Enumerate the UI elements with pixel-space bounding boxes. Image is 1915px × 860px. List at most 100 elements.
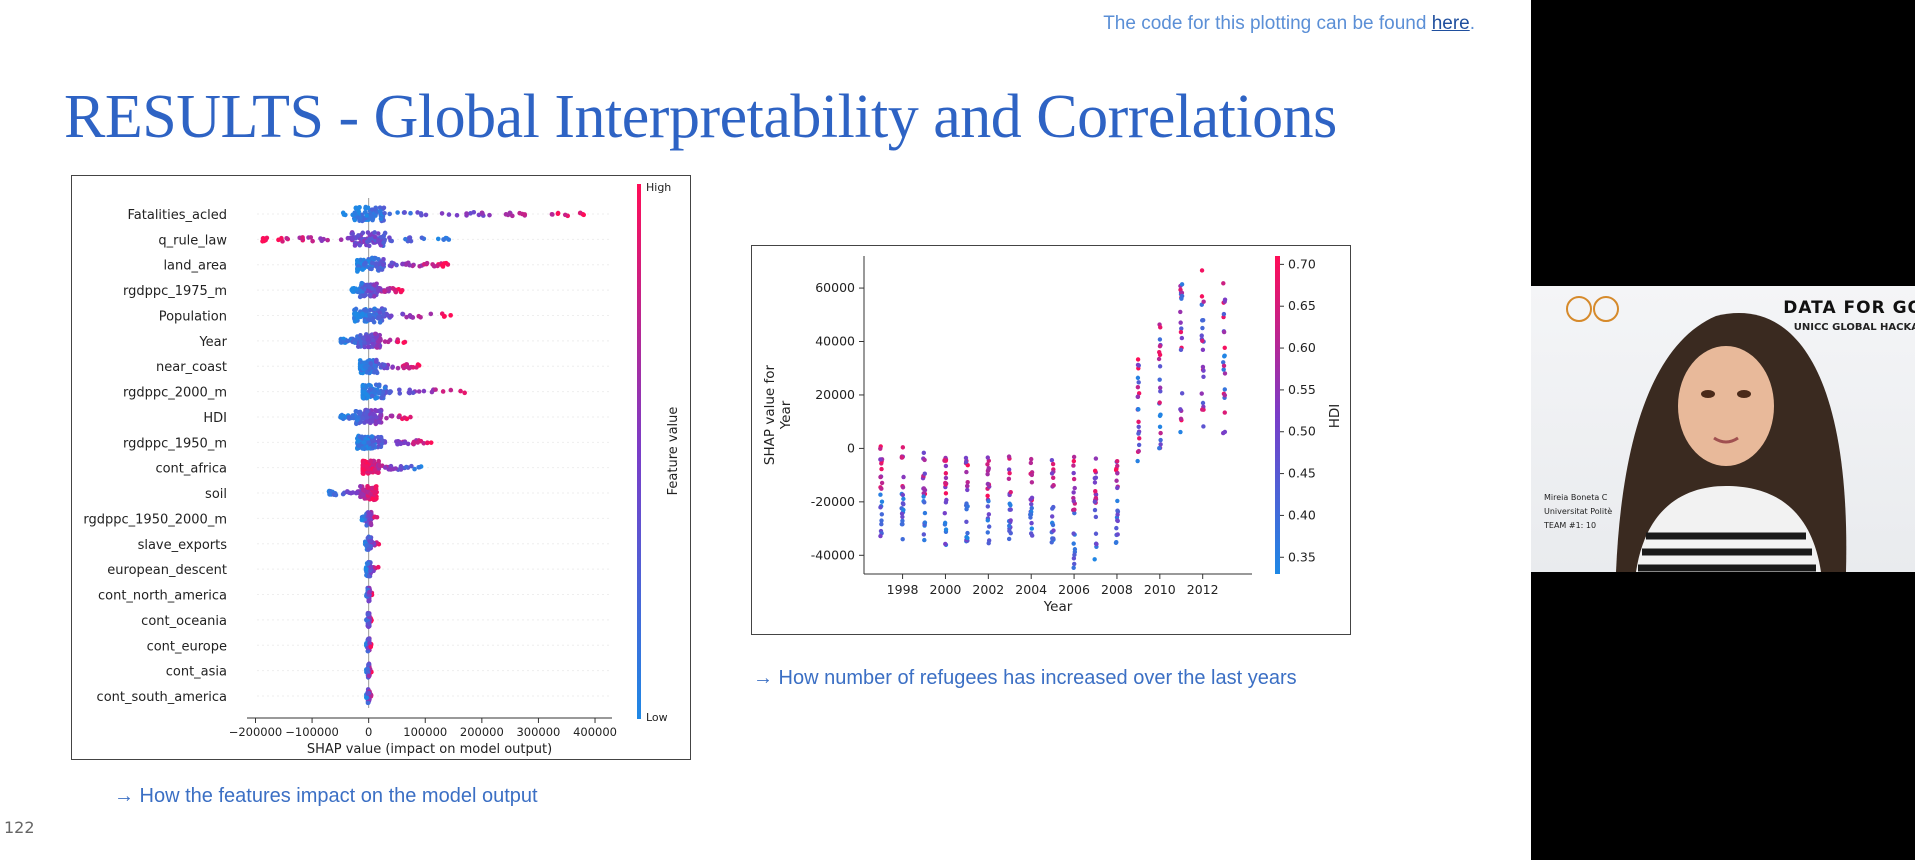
shap-point: [433, 387, 438, 392]
dependence-point: [1222, 393, 1228, 398]
dependence-point: [1007, 501, 1012, 506]
shap-point: [419, 212, 424, 218]
shap-point: [366, 284, 372, 290]
shap-point: [370, 217, 375, 223]
dependence-point: [1178, 416, 1184, 421]
dependence-point: [1221, 281, 1226, 286]
shap-point: [403, 262, 409, 267]
shap-point: [562, 212, 568, 218]
video-panel: DATA FOR GO UNICC GLOBAL HACKA Mireia Bo…: [1531, 0, 1915, 860]
shap-point: [372, 306, 377, 312]
dependence-point: [1092, 468, 1098, 474]
shap-point: [388, 413, 394, 419]
dependence-point: [878, 446, 883, 451]
shap-point: [357, 409, 363, 415]
dependence-point: [1072, 510, 1077, 516]
shap-point: [390, 364, 395, 370]
shap-point: [356, 443, 362, 449]
shap-point: [360, 389, 366, 394]
dependence-point: [1158, 389, 1163, 394]
shap-point: [373, 256, 378, 261]
shap-point: [365, 485, 370, 490]
dependence-point: [900, 501, 906, 506]
y-tick-label: 20000: [815, 387, 855, 402]
shap-point: [400, 311, 405, 317]
dependence-point: [1050, 475, 1056, 480]
dependence-point: [943, 500, 949, 505]
dependence-point: [985, 462, 990, 467]
dependence-point: [1158, 412, 1163, 417]
dependence-point: [965, 463, 970, 468]
shap-point: [409, 463, 414, 469]
dependence-point: [921, 532, 927, 537]
shap-point: [359, 311, 365, 317]
shap-point: [368, 564, 374, 570]
shap-point: [471, 209, 477, 215]
shap-point: [439, 263, 445, 268]
dependence-point: [1115, 485, 1120, 491]
dependence-point: [1201, 424, 1206, 429]
shap-point: [366, 243, 372, 249]
shap-point: [371, 370, 377, 375]
shap-point: [380, 390, 386, 395]
feature-label: cont_south_america: [97, 690, 227, 705]
code-link[interactable]: here: [1431, 13, 1470, 34]
shap-point: [367, 307, 373, 313]
feature-label: q_rule_law: [158, 233, 227, 248]
webcam-feed: DATA FOR GO UNICC GLOBAL HACKA Mireia Bo…: [1531, 286, 1915, 572]
dependence-point: [1222, 410, 1227, 415]
shap-point: [416, 464, 421, 470]
dependence-point: [1178, 347, 1184, 353]
shap-point: [366, 636, 372, 642]
dependence-point: [1137, 436, 1142, 441]
shap-point: [381, 240, 386, 246]
dependence-point: [1050, 461, 1056, 467]
colorbar-tick-label: 0.60: [1288, 340, 1316, 355]
shap-point: [458, 388, 463, 394]
dependence-point: [900, 492, 906, 498]
shap-point: [382, 230, 388, 236]
shap-point: [487, 212, 492, 218]
shap-point: [368, 333, 373, 338]
dependence-point: [921, 494, 926, 499]
shap-point: [387, 337, 393, 343]
dependence-point: [878, 492, 883, 497]
shap-point: [373, 359, 379, 364]
dependence-point: [1135, 394, 1141, 400]
feature-label: soil: [205, 487, 227, 502]
shap-point: [339, 414, 345, 419]
shap-point: [503, 212, 509, 217]
shap-point: [369, 260, 375, 266]
dependence-point: [1006, 454, 1012, 459]
shap-point: [397, 387, 402, 393]
x-tick-label: 400000: [573, 725, 617, 739]
presenter-name-tag: Mireia Boneta C Universitat Politè TEAM …: [1544, 491, 1612, 533]
x-tick-label: 2008: [1101, 582, 1133, 597]
colorbar-tick-label: 0.50: [1288, 424, 1316, 439]
dependence-point: [1050, 506, 1055, 511]
dependence-point: [986, 499, 991, 504]
shap-point: [454, 212, 460, 218]
shap-point: [367, 365, 373, 371]
shap-point: [365, 700, 371, 706]
y-axis-label: SHAP value for: [762, 364, 778, 465]
shap-point: [387, 235, 392, 240]
dependence-point: [1029, 456, 1034, 462]
shap-point: [346, 414, 352, 420]
dependence-point: [1092, 557, 1097, 562]
dependence-point: [1071, 470, 1076, 476]
shap-point: [356, 263, 361, 269]
x-tick-label: 200000: [460, 725, 504, 739]
dependence-point: [1051, 528, 1056, 533]
shap-point: [363, 282, 368, 288]
code-note-prefix: The code for this plotting can be found: [1103, 13, 1432, 34]
dependence-point: [878, 505, 883, 510]
shap-point: [372, 282, 377, 288]
dependence-point: [942, 457, 947, 463]
shap-point: [364, 239, 370, 244]
dependence-point: [1071, 556, 1077, 561]
shap-point: [406, 365, 412, 371]
shap-point: [333, 492, 339, 498]
dependence-point: [1029, 520, 1034, 526]
shap-point: [377, 208, 383, 214]
